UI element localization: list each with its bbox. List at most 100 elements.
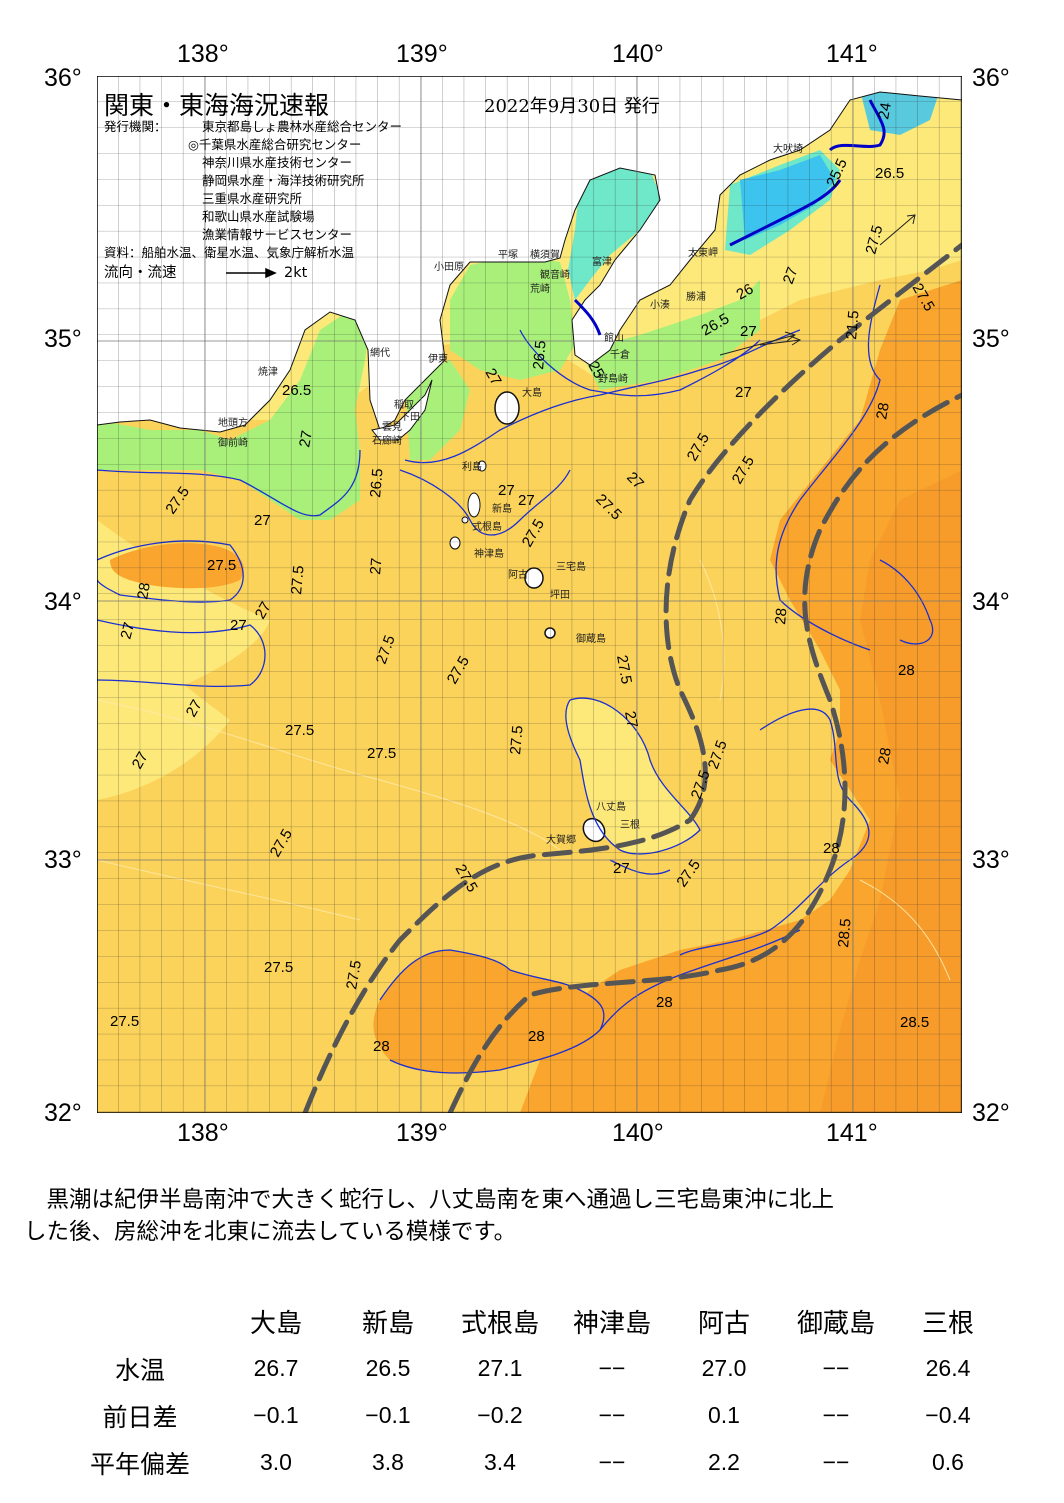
summary-line: した後、房総沖を北東に流去している模様です。 (24, 1219, 517, 1245)
place-label: 雲見 (382, 422, 402, 433)
publisher-item: 東京都島しょ農林水産総合センター (202, 119, 403, 134)
table-cell: −0.1 (365, 1402, 411, 1428)
svg-text:21.5: 21.5 (843, 310, 862, 341)
place-label: 下田 (400, 412, 420, 423)
place-label: 大賀郷 (546, 835, 576, 846)
place-label: 小田原 (434, 262, 464, 273)
summary-line: 黒潮は紀伊半島南沖で大きく蛇行し、八丈島南を東へ通過し三宅島東沖に北上 (24, 1187, 835, 1213)
place-label: 太東岬 (688, 248, 718, 259)
table-cell: 27.1 (477, 1355, 523, 1381)
svg-text:27: 27 (183, 697, 206, 720)
contour-label: 28 (656, 994, 673, 1011)
table-header-row: 大島 新島 式根島 神津島 阿古 御蔵島 三根 (60, 1298, 1004, 1345)
svg-text:27.5: 27.5 (862, 223, 886, 256)
lat-label-left-32: 32° (44, 1099, 82, 1127)
place-label: 神津島 (474, 549, 504, 560)
row-header: 水温 (114, 1355, 165, 1385)
place-label: 三宅島 (556, 562, 586, 573)
table-row: 水温 26.7 26.5 27.1 −− 27.0 −− 26.4 (60, 1345, 1004, 1392)
contour-label: 28 (823, 840, 840, 857)
svg-text:27: 27 (780, 265, 802, 286)
publisher-item: 静岡県水産・海洋技術研究所 (202, 173, 365, 188)
svg-text:27: 27 (252, 599, 275, 622)
svg-text:28: 28 (772, 607, 790, 625)
lat-label-left-34: 34° (44, 588, 82, 616)
column-header: 新島 (361, 1309, 414, 1339)
contour-label: 27 (613, 860, 630, 877)
place-label: 富津 (592, 257, 612, 268)
publisher-item: 神奈川県水産技術センター (202, 155, 353, 170)
svg-text:25: 25 (585, 359, 608, 382)
sea-temperature-map: 138° 139° 140° 141° 138° 139° 140° 141° … (44, 40, 1010, 1146)
place-label: 坪田 (550, 590, 570, 601)
place-label: 平塚 (498, 250, 518, 261)
lat-label-left-35: 35° (44, 325, 82, 353)
table-cell: −0.2 (477, 1402, 523, 1428)
contour-label: 27 (740, 323, 757, 340)
contour-label: 27.5 (285, 722, 314, 739)
flow-legend-value: 2kt (284, 265, 308, 281)
contour-value-labels: 26.5 26.5 27 27 27 27 27.5 27.5 27.5 27.… (110, 165, 929, 1055)
table-cell: 26.4 (925, 1355, 971, 1381)
place-label: 御前崎 (218, 438, 248, 449)
contour-label: 28 (373, 1038, 390, 1055)
place-label: 三根 (620, 820, 640, 831)
table-cell: −− (822, 1355, 850, 1381)
column-header: 大島 (249, 1309, 302, 1339)
issue-date: 2022年9月30日 発行 (484, 96, 660, 117)
column-header: 式根島 (460, 1309, 539, 1339)
lat-label-right-34: 34° (972, 588, 1010, 616)
lon-label-bottom-140: 140° (612, 1119, 664, 1147)
contour-label: 28.5 (900, 1014, 929, 1031)
flow-arrows (719, 214, 916, 356)
table-cell: 2.2 (708, 1449, 740, 1475)
place-label: 伊東 (428, 354, 448, 365)
contour-label: 27 (230, 617, 247, 634)
contour-label: 26.5 (875, 165, 904, 182)
table-cell: 3.4 (484, 1449, 516, 1475)
table-cell: −− (598, 1402, 626, 1428)
table-cell: −− (598, 1449, 626, 1475)
table-cell: 27.0 (701, 1355, 747, 1381)
lon-label-top-141: 141° (826, 40, 878, 68)
contour-label: 27.5 (110, 1013, 139, 1030)
svg-text:27: 27 (129, 749, 152, 772)
table-cell: 3.0 (260, 1449, 292, 1475)
place-label: 横須賀 (530, 250, 560, 261)
contour-label: 27 (254, 512, 271, 529)
contour-label: 26.5 (282, 382, 311, 399)
svg-text:27.5: 27.5 (613, 654, 635, 686)
table-cell: −− (822, 1402, 850, 1428)
lon-label-top-139: 139° (396, 40, 448, 68)
map-canvas: 26.5 26.5 27 27 27 27 27.5 27.5 27.5 27.… (97, 76, 962, 1113)
place-label: 阿古 (508, 570, 528, 581)
table-cell: 26.7 (253, 1355, 299, 1381)
place-label: 網代 (370, 348, 390, 359)
contour-label: 27 (735, 384, 752, 401)
table-cell: −0.1 (253, 1402, 299, 1428)
svg-text:27: 27 (296, 429, 316, 448)
table-corner (60, 1298, 220, 1345)
svg-text:27.5: 27.5 (507, 725, 526, 756)
contour-label: 27 (518, 492, 535, 509)
table-cell: 26.5 (365, 1355, 411, 1381)
table-cell: 0.6 (932, 1449, 964, 1475)
contour-label: 27.5 (367, 745, 396, 762)
contour-label: 28 (528, 1028, 545, 1045)
place-label: 新島 (492, 504, 512, 515)
svg-text:27: 27 (482, 366, 505, 389)
column-header: 神津島 (572, 1309, 651, 1339)
lon-label-bottom-138: 138° (177, 1119, 229, 1147)
place-label: 勝浦 (686, 292, 706, 303)
table-cell: −0.4 (925, 1402, 971, 1428)
svg-text:28: 28 (134, 581, 154, 600)
contour-label: 27.5 (264, 959, 293, 976)
place-label: 八丈島 (596, 802, 626, 813)
column-header: 御蔵島 (796, 1309, 875, 1339)
lat-label-right-35: 35° (972, 325, 1010, 353)
lat-label-right-33: 33° (972, 846, 1010, 874)
lat-label-left-33: 33° (44, 846, 82, 874)
place-label: 館山 (604, 333, 624, 344)
svg-text:26: 26 (734, 280, 757, 303)
lon-label-top-140: 140° (612, 40, 664, 68)
